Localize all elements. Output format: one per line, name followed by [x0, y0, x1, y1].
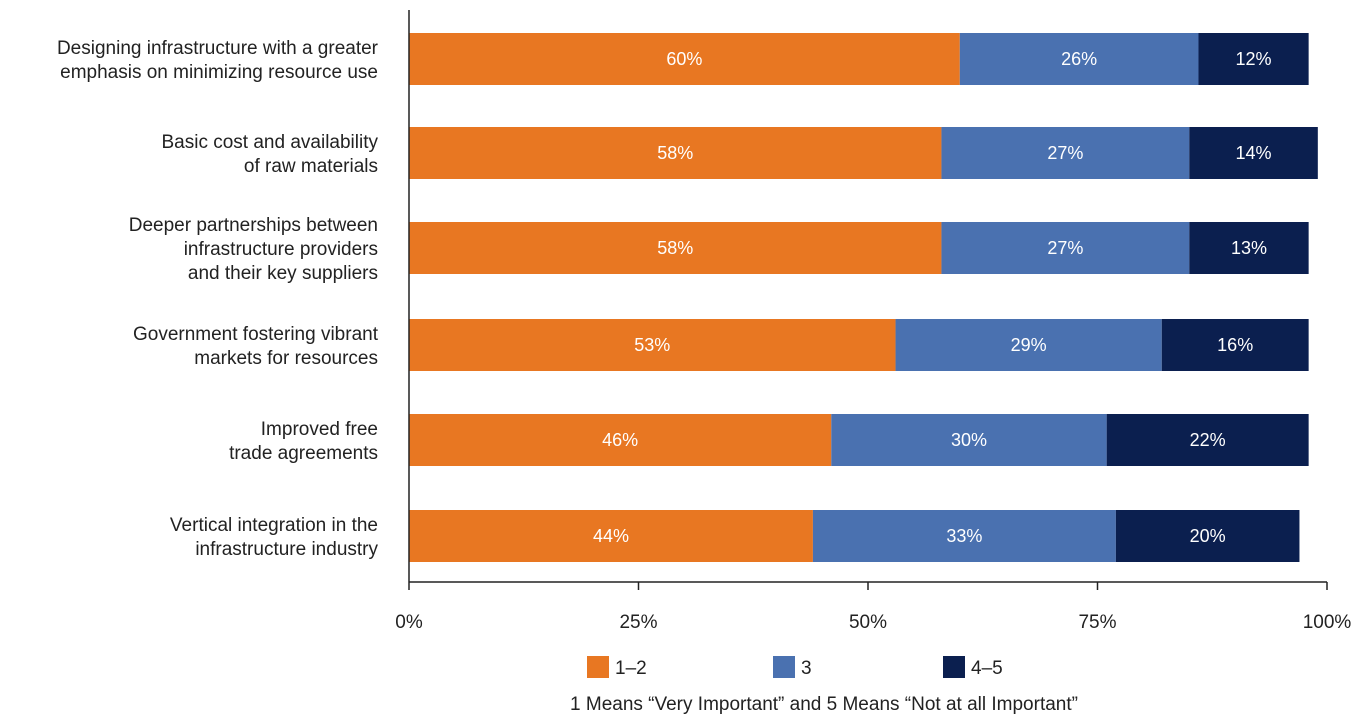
x-tick-label: 75%	[1078, 612, 1116, 633]
x-tick-label: 0%	[395, 612, 423, 633]
x-tick-label: 25%	[619, 612, 657, 633]
bar-group: 44% 33% 20%	[409, 510, 1300, 562]
bar-segment	[831, 414, 1107, 466]
category-label: Designing infrastructure with a greater	[57, 38, 379, 59]
bar-segment	[409, 510, 813, 562]
legend-label: 1–2	[615, 658, 647, 679]
bar-segment	[941, 222, 1190, 274]
data-label: 60%	[666, 49, 702, 69]
bar-segment	[941, 127, 1190, 179]
bar-group: 46% 30% 22%	[409, 414, 1309, 466]
category-label: emphasis on minimizing resource use	[60, 62, 378, 83]
data-label: 30%	[951, 430, 987, 450]
category-label: and their key suppliers	[188, 263, 378, 284]
legend-swatch	[587, 656, 609, 678]
legend-item: 1–2	[587, 656, 647, 679]
category-label: infrastructure industry	[195, 539, 378, 560]
bar-group: 60% 26% 12%	[409, 33, 1309, 85]
category-label: trade agreements	[229, 443, 378, 464]
category-label: of raw materials	[244, 156, 378, 177]
data-label: 22%	[1190, 430, 1226, 450]
bar-group: 53% 29% 16%	[409, 319, 1309, 371]
category-label: Government fostering vibrant	[133, 324, 379, 345]
bar-segment	[409, 414, 832, 466]
bar-segment	[409, 127, 942, 179]
data-label: 46%	[602, 430, 638, 450]
x-tick-label: 50%	[849, 612, 887, 633]
bar-group: 58% 27% 14%	[409, 127, 1318, 179]
category-labels: Designing infrastructure with a greater e…	[57, 38, 379, 560]
bar-segment	[1189, 222, 1309, 274]
category-label: Deeper partnerships between	[129, 215, 378, 236]
bar-segment	[409, 33, 960, 85]
bar-segment	[1189, 127, 1318, 179]
bar-segment	[1198, 33, 1309, 85]
bar-group: 58% 27% 13%	[409, 222, 1309, 274]
data-label: 12%	[1236, 49, 1272, 69]
scale-note: 1 Means “Very Important” and 5 Means “No…	[570, 694, 1078, 715]
category-label: infrastructure providers	[184, 239, 378, 260]
data-label: 27%	[1047, 143, 1083, 163]
bar-segment	[959, 33, 1199, 85]
bars-layer: 60% 26% 12% 58% 27% 14% 58% 27% 13% 53% 29% 16% 46% 3…	[409, 33, 1318, 562]
data-label: 33%	[946, 526, 982, 546]
data-label: 58%	[657, 238, 693, 258]
category-label: Vertical integration in the	[170, 515, 378, 536]
legend: 1–2 3 4–5	[587, 656, 1003, 679]
legend-item: 3	[773, 656, 812, 679]
data-label: 27%	[1047, 238, 1083, 258]
bar-segment	[409, 222, 942, 274]
data-label: 13%	[1231, 238, 1267, 258]
category-label: Improved free	[261, 419, 378, 440]
x-tick-label: 100%	[1303, 612, 1352, 633]
data-label: 26%	[1061, 49, 1097, 69]
legend-swatch	[943, 656, 965, 678]
bar-segment	[1106, 414, 1309, 466]
bar-segment	[1115, 510, 1300, 562]
data-label: 58%	[657, 143, 693, 163]
data-label: 20%	[1190, 526, 1226, 546]
data-label: 29%	[1011, 335, 1047, 355]
x-axis: 0% 25% 50% 75% 100%	[395, 10, 1351, 633]
legend-swatch	[773, 656, 795, 678]
bar-segment	[812, 510, 1116, 562]
legend-label: 3	[801, 658, 812, 679]
data-label: 53%	[634, 335, 670, 355]
legend-item: 4–5	[943, 656, 1003, 679]
data-label: 16%	[1217, 335, 1253, 355]
data-label: 14%	[1236, 143, 1272, 163]
bar-segment	[895, 319, 1162, 371]
bar-segment	[1161, 319, 1309, 371]
bar-segment	[409, 319, 896, 371]
data-label: 44%	[593, 526, 629, 546]
category-label: Basic cost and availability	[162, 132, 379, 153]
legend-label: 4–5	[971, 658, 1003, 679]
category-label: markets for resources	[194, 348, 378, 369]
